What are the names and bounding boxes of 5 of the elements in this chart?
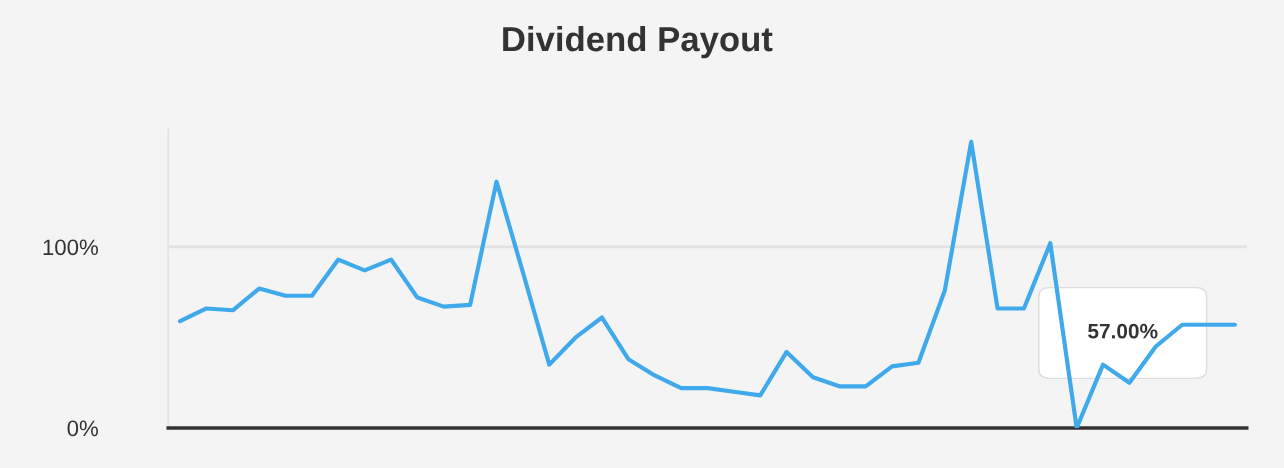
line-series	[177, 139, 1237, 428]
chart-title: Dividend Payout	[503, 25, 773, 59]
annotation: 57.00%	[1088, 323, 1158, 339]
y-tick-label: 0%	[67, 420, 98, 437]
y-tick-label: 100%	[43, 239, 98, 256]
